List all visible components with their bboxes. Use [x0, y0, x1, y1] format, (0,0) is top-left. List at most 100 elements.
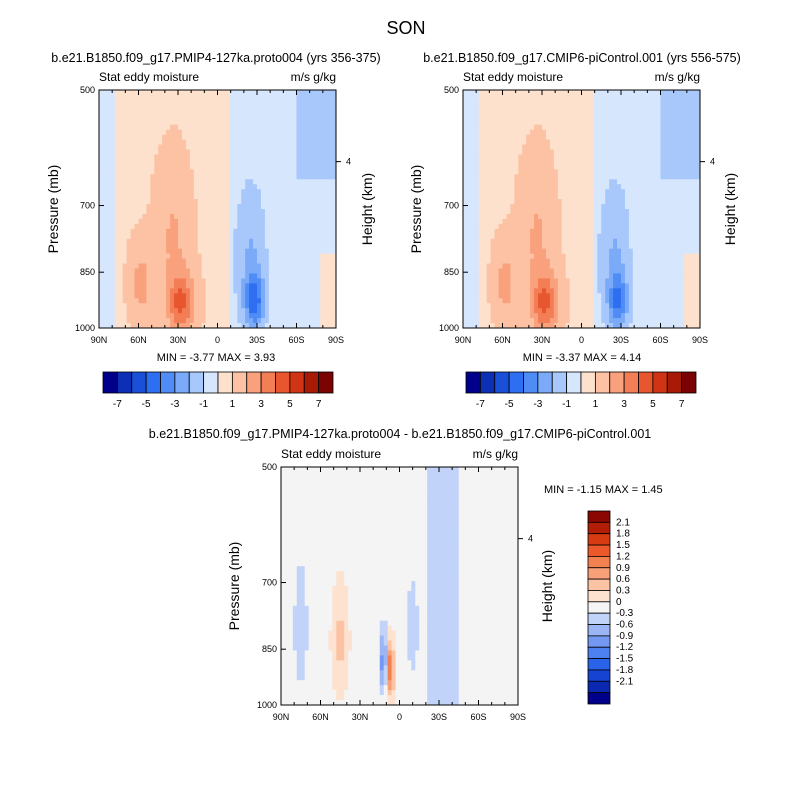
field-cell: [526, 199, 531, 205]
field-cell: [506, 233, 511, 240]
field-cell: [174, 233, 179, 240]
field-cell: [617, 164, 622, 170]
field-cell: [557, 233, 563, 240]
field-cell: [114, 104, 120, 111]
field-cell: [166, 154, 171, 160]
field-cell: [530, 313, 535, 319]
field-cell: [245, 243, 250, 250]
field-cell: [193, 139, 199, 145]
field-cell: [138, 149, 143, 155]
field-cell: [205, 288, 210, 294]
field-cell: [506, 253, 511, 259]
field-cell: [549, 209, 555, 215]
field-cell: [146, 308, 151, 314]
field-cell: [158, 90, 163, 96]
field-cell: [178, 313, 183, 319]
field-cell: [245, 288, 250, 294]
field-cell: [542, 114, 547, 121]
field-cell: [189, 169, 195, 175]
field-cell: [99, 154, 104, 160]
field-cell: [526, 134, 531, 140]
field-cell: [296, 278, 301, 284]
field-cell: [490, 263, 495, 269]
field-cell: [624, 174, 630, 180]
field-cell: [253, 90, 258, 96]
field-cell: [181, 303, 187, 309]
field-cell: [573, 298, 578, 304]
field-cell: [205, 258, 210, 264]
field-cell: [284, 189, 289, 195]
field-cell: [276, 288, 282, 294]
field-cell: [304, 154, 309, 160]
field-cell: [245, 258, 250, 264]
field-cell: [526, 194, 531, 200]
field-cell: [530, 204, 535, 210]
field-cell: [482, 114, 488, 121]
field-cell: [300, 179, 305, 185]
field-cell: [601, 174, 606, 180]
field-cell: [522, 278, 527, 284]
field-cell: [597, 248, 602, 255]
field-cell: [463, 164, 468, 170]
field-cell: [621, 273, 626, 279]
field-cell: [138, 278, 143, 284]
field-cell: [260, 323, 266, 329]
field-cell: [617, 288, 622, 294]
field-cell: [99, 313, 104, 319]
field-cell: [130, 94, 135, 101]
field-cell: [221, 268, 226, 274]
field-cell: [605, 199, 610, 205]
field-cell: [260, 273, 266, 279]
field-cell: [581, 218, 586, 225]
field-cell: [138, 184, 143, 190]
field-cell: [130, 114, 135, 121]
field-cell: [617, 119, 622, 126]
field-cell: [110, 218, 116, 225]
field-cell: [106, 298, 112, 304]
field-cell: [292, 199, 297, 205]
field-cell: [174, 223, 179, 230]
variable-label: Stat eddy moisture: [463, 70, 563, 84]
field-cell: [185, 218, 191, 225]
field-cell: [573, 144, 578, 150]
field-cell: [209, 129, 214, 136]
field-cell: [549, 109, 555, 116]
field-cell: [288, 184, 293, 190]
field-cell: [268, 129, 274, 136]
field-cell: [573, 114, 578, 121]
field-cell: [482, 134, 488, 140]
field-cell: [268, 283, 274, 289]
field-cell: [478, 308, 484, 314]
field-cell: [288, 109, 293, 116]
field-cell: [601, 288, 606, 294]
field-cell: [526, 99, 531, 106]
field-cell: [624, 189, 630, 195]
field-cell: [154, 179, 159, 185]
field-cell: [260, 109, 266, 116]
field-cell: [312, 94, 317, 101]
field-cell: [257, 169, 262, 175]
field-cell: [181, 119, 187, 126]
field-cell: [522, 213, 527, 220]
field-cell: [581, 189, 586, 195]
field-cell: [122, 114, 128, 121]
field-cell: [498, 134, 503, 140]
field-cell: [581, 233, 586, 240]
field-cell: [320, 139, 325, 145]
field-cell: [181, 323, 187, 329]
field-cell: [597, 204, 602, 210]
field-cell: [589, 323, 594, 329]
field-cell: [557, 194, 563, 200]
field-cell: [534, 149, 539, 155]
field-cell: [304, 293, 309, 299]
field-cell: [174, 99, 179, 106]
field-cell: [268, 288, 274, 294]
field-cell: [308, 263, 313, 269]
field-cell: [478, 303, 484, 309]
field-cell: [268, 258, 274, 264]
field-cell: [268, 313, 274, 319]
field-cell: [245, 323, 250, 329]
field-cell: [624, 139, 630, 145]
field-cell: [110, 209, 116, 215]
field-cell: [280, 169, 286, 175]
